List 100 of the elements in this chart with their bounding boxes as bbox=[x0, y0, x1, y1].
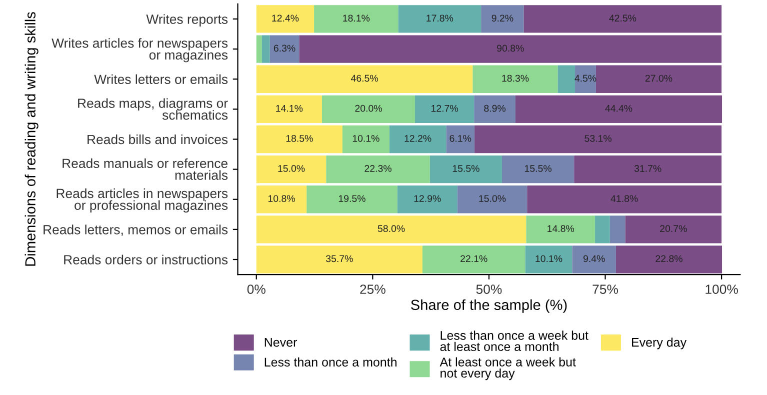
bar bbox=[526, 216, 596, 244]
bar bbox=[446, 125, 475, 154]
data-label: 41.8% bbox=[610, 195, 638, 202]
y-tick-label: Writes letters or emails bbox=[94, 74, 228, 84]
data-label: 10.1% bbox=[352, 134, 380, 142]
data-label: 20.0% bbox=[355, 104, 382, 112]
data-label: 15.0% bbox=[479, 195, 506, 202]
bar bbox=[474, 125, 722, 154]
y-tick-label: Reads bills and invoices bbox=[88, 134, 228, 144]
bar bbox=[610, 216, 626, 244]
bar bbox=[256, 216, 526, 244]
bar bbox=[256, 65, 473, 93]
data-label: 35.7% bbox=[326, 255, 353, 262]
data-label: 53.1% bbox=[584, 134, 612, 142]
bar bbox=[262, 35, 270, 63]
bar bbox=[256, 5, 314, 33]
legend-label: Less than once a week but at least once a month bbox=[440, 330, 588, 352]
bar bbox=[256, 35, 262, 63]
bar bbox=[415, 95, 474, 124]
data-label: 19.5% bbox=[338, 195, 366, 202]
bar bbox=[397, 186, 458, 214]
bar bbox=[299, 35, 722, 63]
bar bbox=[595, 216, 610, 244]
bar bbox=[256, 246, 422, 274]
y-tick-label: Writes articles for newspapers or magazines bbox=[52, 38, 228, 62]
bar bbox=[389, 125, 446, 154]
data-label: 6.1% bbox=[450, 134, 472, 142]
bar bbox=[472, 65, 558, 93]
bar bbox=[515, 95, 722, 124]
bar bbox=[256, 95, 322, 124]
legend-label: Every day bbox=[632, 338, 687, 350]
x-tick-label: 100% bbox=[706, 284, 738, 294]
data-label: 15.5% bbox=[452, 165, 480, 172]
legend-label: Less than once a month bbox=[264, 357, 396, 367]
data-label: 44.4% bbox=[605, 104, 632, 112]
y-tick-label: Reads letters, memos or emails bbox=[44, 224, 228, 236]
legend-label: At least once a week but not every day bbox=[440, 357, 576, 380]
bar bbox=[596, 65, 722, 93]
bar bbox=[524, 5, 722, 33]
bar bbox=[322, 95, 415, 124]
bar bbox=[502, 155, 574, 184]
y-axis-title: Dimensions of reading and writing skills bbox=[24, 12, 38, 266]
bar bbox=[558, 65, 576, 93]
data-label: 8.9% bbox=[484, 104, 506, 112]
bar bbox=[398, 5, 482, 33]
data-label: 12.4% bbox=[272, 14, 299, 22]
data-label: 15.5% bbox=[524, 165, 552, 172]
data-label: 18.3% bbox=[502, 74, 529, 82]
y-tick-label: Reads manuals or reference materials bbox=[62, 158, 228, 180]
data-label: 12.9% bbox=[414, 195, 441, 202]
bar bbox=[527, 186, 722, 214]
x-tick-label: 75% bbox=[592, 284, 618, 294]
x-tick-label: 25% bbox=[360, 284, 386, 294]
x-axis-title: Share of the sample (%) bbox=[411, 299, 567, 313]
data-label: 90.8% bbox=[497, 44, 524, 52]
data-label: 15.0% bbox=[278, 165, 305, 172]
data-label: 14.8% bbox=[548, 225, 574, 232]
data-label: 9.4% bbox=[583, 255, 605, 262]
data-label: 31.7% bbox=[634, 165, 662, 172]
data-label: 10.1% bbox=[536, 255, 562, 262]
data-label: 18.1% bbox=[343, 14, 370, 22]
data-label: 27.0% bbox=[645, 74, 672, 82]
data-label: 22.1% bbox=[460, 255, 488, 262]
data-label: 14.1% bbox=[276, 104, 303, 112]
data-label: 22.3% bbox=[364, 165, 392, 172]
bar bbox=[270, 35, 300, 63]
data-label: 6.3% bbox=[274, 44, 296, 52]
y-tick-label: Reads orders or instructions bbox=[64, 254, 228, 264]
data-label: 22.8% bbox=[656, 255, 682, 262]
bar bbox=[256, 125, 342, 154]
bar bbox=[326, 155, 430, 184]
bar bbox=[256, 155, 326, 184]
bar bbox=[525, 246, 572, 274]
bar bbox=[314, 5, 398, 33]
bar bbox=[256, 186, 307, 214]
bar bbox=[430, 155, 502, 184]
bar bbox=[574, 155, 722, 184]
bar bbox=[457, 186, 528, 214]
y-tick-label: Writes reports bbox=[146, 14, 228, 26]
data-label: 18.5% bbox=[286, 134, 313, 142]
data-label: 12.2% bbox=[404, 134, 432, 142]
y-tick-label: Reads articles in newspapers or professional magazines bbox=[56, 188, 228, 213]
bar bbox=[616, 246, 722, 274]
data-label: 20.7% bbox=[660, 225, 687, 232]
bar bbox=[575, 65, 596, 93]
legend-label: Never bbox=[264, 338, 297, 347]
bar bbox=[474, 95, 516, 124]
data-label: 9.2% bbox=[492, 14, 514, 22]
bar bbox=[342, 125, 390, 154]
data-label: 12.7% bbox=[431, 104, 458, 112]
bar bbox=[572, 246, 616, 274]
bar bbox=[625, 216, 722, 244]
data-label: 17.8% bbox=[426, 14, 454, 22]
data-label: 42.5% bbox=[609, 14, 636, 22]
data-label: 46.5% bbox=[350, 74, 378, 82]
x-tick-label: 0% bbox=[247, 284, 266, 294]
bar bbox=[422, 246, 526, 274]
data-label: 58.0% bbox=[378, 225, 405, 232]
data-label: 4.5% bbox=[574, 74, 596, 82]
x-tick-label: 50% bbox=[476, 284, 502, 294]
